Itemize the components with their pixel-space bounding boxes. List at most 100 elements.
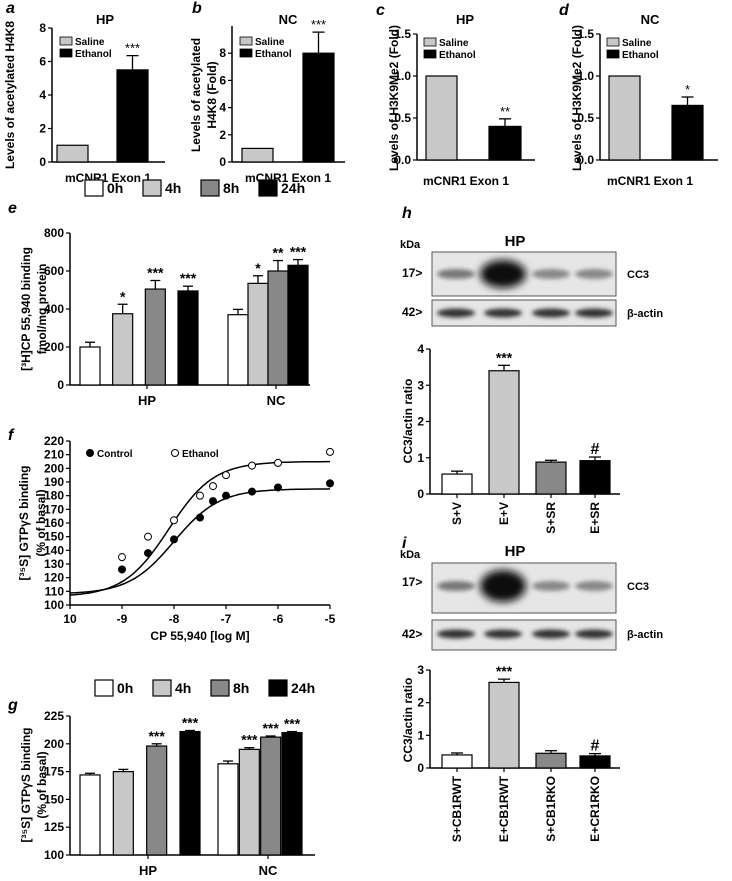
chart-title: NC: [279, 12, 298, 27]
y-tick-label: 8: [39, 21, 46, 35]
bar-E+SR: [579, 460, 611, 495]
legend-swatch: [606, 49, 620, 59]
point-ethanol: [144, 532, 152, 541]
category-label: S+V: [450, 502, 464, 525]
bar-nc-24h: [281, 732, 303, 856]
y-axis-label: Levels of H3K9Me2 (Fold): [570, 25, 584, 171]
legend-label: 0h: [107, 180, 123, 196]
legend-label: 0h: [117, 680, 133, 696]
point-control: [170, 535, 178, 544]
x-tick-label: -9: [117, 612, 128, 626]
y-tick-label: 190: [44, 475, 64, 489]
significance-mark: ***: [180, 270, 197, 286]
y-tick-label: 200: [44, 340, 64, 354]
chart-e: e [³H]CP 55,940 binding fmol/mg protein 0 20…: [8, 179, 310, 408]
blot-h: HP kDa 17> 42> CC3 β-actin: [400, 233, 663, 327]
point-ethanol: [274, 458, 282, 467]
bar-saline: [608, 75, 641, 161]
x-axis-label: mCNR1 Exon 1: [607, 174, 693, 188]
bar-nc-4h: [247, 282, 269, 386]
category-label: HP: [138, 393, 156, 408]
bar-ethanol: [671, 104, 704, 161]
x-tick-label: -7: [221, 612, 232, 626]
y-tick-label: 1.0: [577, 69, 594, 83]
bar-E+CB1RWT: [488, 681, 520, 769]
bar-nc-8h: [260, 736, 282, 856]
legend-label: Saline: [622, 38, 652, 49]
y-tick-label: 200: [44, 461, 64, 475]
bar-nc-4h: [238, 748, 260, 856]
legend-swatch: [152, 679, 172, 697]
point-ethanol: [170, 516, 178, 525]
y-tick-label: 150: [44, 792, 64, 806]
y-tick-label: 170: [44, 502, 64, 516]
bar-nc-8h: [267, 270, 289, 386]
bar-hp-4h: [112, 770, 134, 856]
panel-letter: e: [8, 200, 17, 217]
significance-mark: ***: [284, 716, 301, 732]
significance-mark: #: [591, 738, 600, 755]
category-label: E+SR: [588, 502, 602, 534]
y-tick-label: 2: [39, 122, 46, 136]
cc3-label: CC3: [627, 581, 649, 593]
significance-mark: ***: [147, 265, 164, 281]
legend-swatch: [606, 37, 620, 47]
significance-mark: ***: [262, 720, 279, 736]
bar-ethanol: [302, 52, 335, 163]
band: [437, 269, 475, 279]
y-tick-label: 140: [44, 543, 64, 557]
point-control: [222, 491, 230, 500]
y-tick-label: 3: [417, 378, 424, 392]
point-ethanol: [196, 491, 204, 500]
y-tick-label: 130: [44, 557, 64, 571]
y-tick-label: 175: [44, 765, 64, 779]
bar-hp-0h: [79, 346, 101, 386]
bar-hp-4h: [112, 313, 134, 386]
y-tick-label: 110: [45, 584, 65, 598]
legend-label: 8h: [223, 180, 239, 196]
band: [575, 308, 613, 318]
bar-S+V: [441, 473, 473, 495]
legend-label: 8h: [233, 680, 249, 696]
bar-saline: [241, 147, 274, 163]
marker-17: 17>: [402, 266, 422, 280]
legend-swatch: [84, 179, 104, 197]
y-tick-label: 1.0: [394, 69, 411, 83]
y-tick-label: 0: [417, 487, 424, 501]
y-tick-label: 100: [44, 598, 64, 612]
panel-letter: g: [7, 697, 18, 714]
band: [532, 629, 570, 639]
significance-mark: ***: [241, 732, 258, 748]
y-axis-label: CC3/actin ratio: [401, 379, 415, 464]
bar-S+CB1RWT: [441, 754, 473, 769]
x-tick-label: -8: [169, 612, 180, 626]
blot-h-title: HP: [505, 233, 526, 250]
significance-mark: ***: [311, 17, 326, 32]
y-tick-label: 0: [417, 761, 424, 775]
legend-label: Saline: [255, 37, 285, 48]
legend-swatch: [268, 679, 288, 697]
legend-label: Ethanol: [439, 50, 476, 61]
band: [532, 581, 570, 591]
band: [484, 308, 522, 318]
y-tick-label: 4: [39, 88, 46, 102]
bar-ethanol: [488, 125, 522, 161]
cc3-label: CC3: [627, 269, 649, 281]
bar-S+CB1RKO: [535, 752, 567, 769]
legend-label: 24h: [281, 180, 305, 196]
bar-hp-0h: [79, 774, 101, 856]
legend-swatch: [423, 49, 437, 59]
band: [437, 629, 475, 639]
legend-marker: [86, 449, 94, 457]
significance-mark: **: [273, 245, 284, 261]
chart-a: a Levels of acetylated H4K8 0 2 4 6 8 HP SalineE…: [3, 0, 165, 185]
category-label: E+CB1RWT: [497, 775, 511, 842]
legend-swatch: [59, 36, 73, 46]
chart-g: g[³⁵S] GTPγS binding (% of basal) 100 125 15…: [7, 679, 315, 878]
y-tick-label: 4: [219, 101, 226, 115]
point-ethanol: [209, 482, 217, 491]
y-axis-label: [³⁵S] GTPγS binding: [19, 728, 33, 843]
y-tick-label: 0: [219, 155, 226, 169]
significance-mark: *: [255, 260, 261, 276]
y-tick-label: 2: [417, 696, 424, 710]
